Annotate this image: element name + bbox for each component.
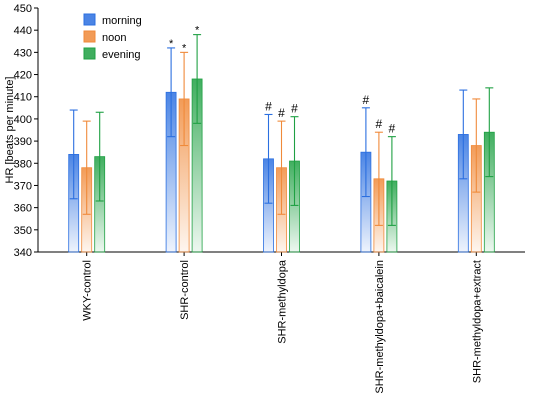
legend-swatch-noon <box>83 30 96 43</box>
y-tick-label: 350 <box>14 225 32 237</box>
x-tick-label: SHR-methyldopa+extract <box>471 260 483 383</box>
y-tick-label: 440 <box>14 25 32 37</box>
y-tick-label: 420 <box>14 70 32 82</box>
legend-swatch-evening <box>83 47 96 60</box>
x-tick-label: SHR-control <box>179 260 191 320</box>
x-axis: WKY-control SHR-control SHR-methyldopa SHR-… <box>38 251 525 394</box>
y-axis: 340 350 360 370 380 390 400 410 420 430 440 450 <box>14 3 39 259</box>
error-bar-evening-3 <box>387 136 396 226</box>
significance-mark: # <box>278 106 285 120</box>
significance-mark: # <box>389 122 396 136</box>
x-tick-label: WKY-control <box>82 260 94 321</box>
y-tick-label: 360 <box>14 203 32 215</box>
x-tick-label: SHR-methyldopa <box>277 259 289 344</box>
significance-mark: # <box>265 99 272 113</box>
error-bar-noon-1 <box>180 51 189 147</box>
error-bar-evening-4 <box>485 87 494 178</box>
error-bar-evening-1 <box>193 34 202 124</box>
legend-label-noon: noon <box>102 32 126 44</box>
error-bar-morning-0 <box>69 109 78 200</box>
legend-swatch-morning <box>83 13 96 26</box>
y-tick-label: 340 <box>14 247 32 259</box>
error-bar-noon-3 <box>374 131 383 226</box>
significance-mark: * <box>195 25 200 37</box>
y-tick-label: 430 <box>14 47 32 59</box>
bars: * * * # # # # # # <box>68 25 495 253</box>
significance-mark: * <box>182 42 187 54</box>
y-tick-label: 450 <box>14 3 32 15</box>
y-tick-label: 400 <box>14 114 32 126</box>
error-bar-noon-0 <box>82 120 91 215</box>
error-bar-morning-1 <box>167 47 176 138</box>
error-bar-morning-3 <box>361 107 370 198</box>
significance-mark: # <box>363 93 370 107</box>
error-bar-evening-2 <box>290 116 299 206</box>
significance-mark: * <box>169 38 174 50</box>
error-bar-noon-2 <box>277 120 286 215</box>
error-bar-evening-0 <box>95 111 104 202</box>
significance-mark: # <box>376 117 383 131</box>
y-tick-label: 390 <box>14 136 32 148</box>
y-axis-label: HR [beats per minute] <box>4 77 16 184</box>
y-tick-label: 410 <box>14 92 32 104</box>
error-bar-morning-4 <box>459 89 468 180</box>
error-bar-noon-4 <box>472 98 481 193</box>
y-tick-label: 380 <box>14 158 32 170</box>
legend: morning noon evening <box>83 13 142 61</box>
error-bar-morning-2 <box>264 113 273 204</box>
x-tick-label: SHR-methyldopa+baicalein <box>374 260 386 394</box>
y-tick-label: 370 <box>14 180 32 192</box>
significance-mark: # <box>291 102 298 116</box>
legend-label-evening: evening <box>102 49 141 61</box>
legend-label-morning: morning <box>102 15 142 27</box>
